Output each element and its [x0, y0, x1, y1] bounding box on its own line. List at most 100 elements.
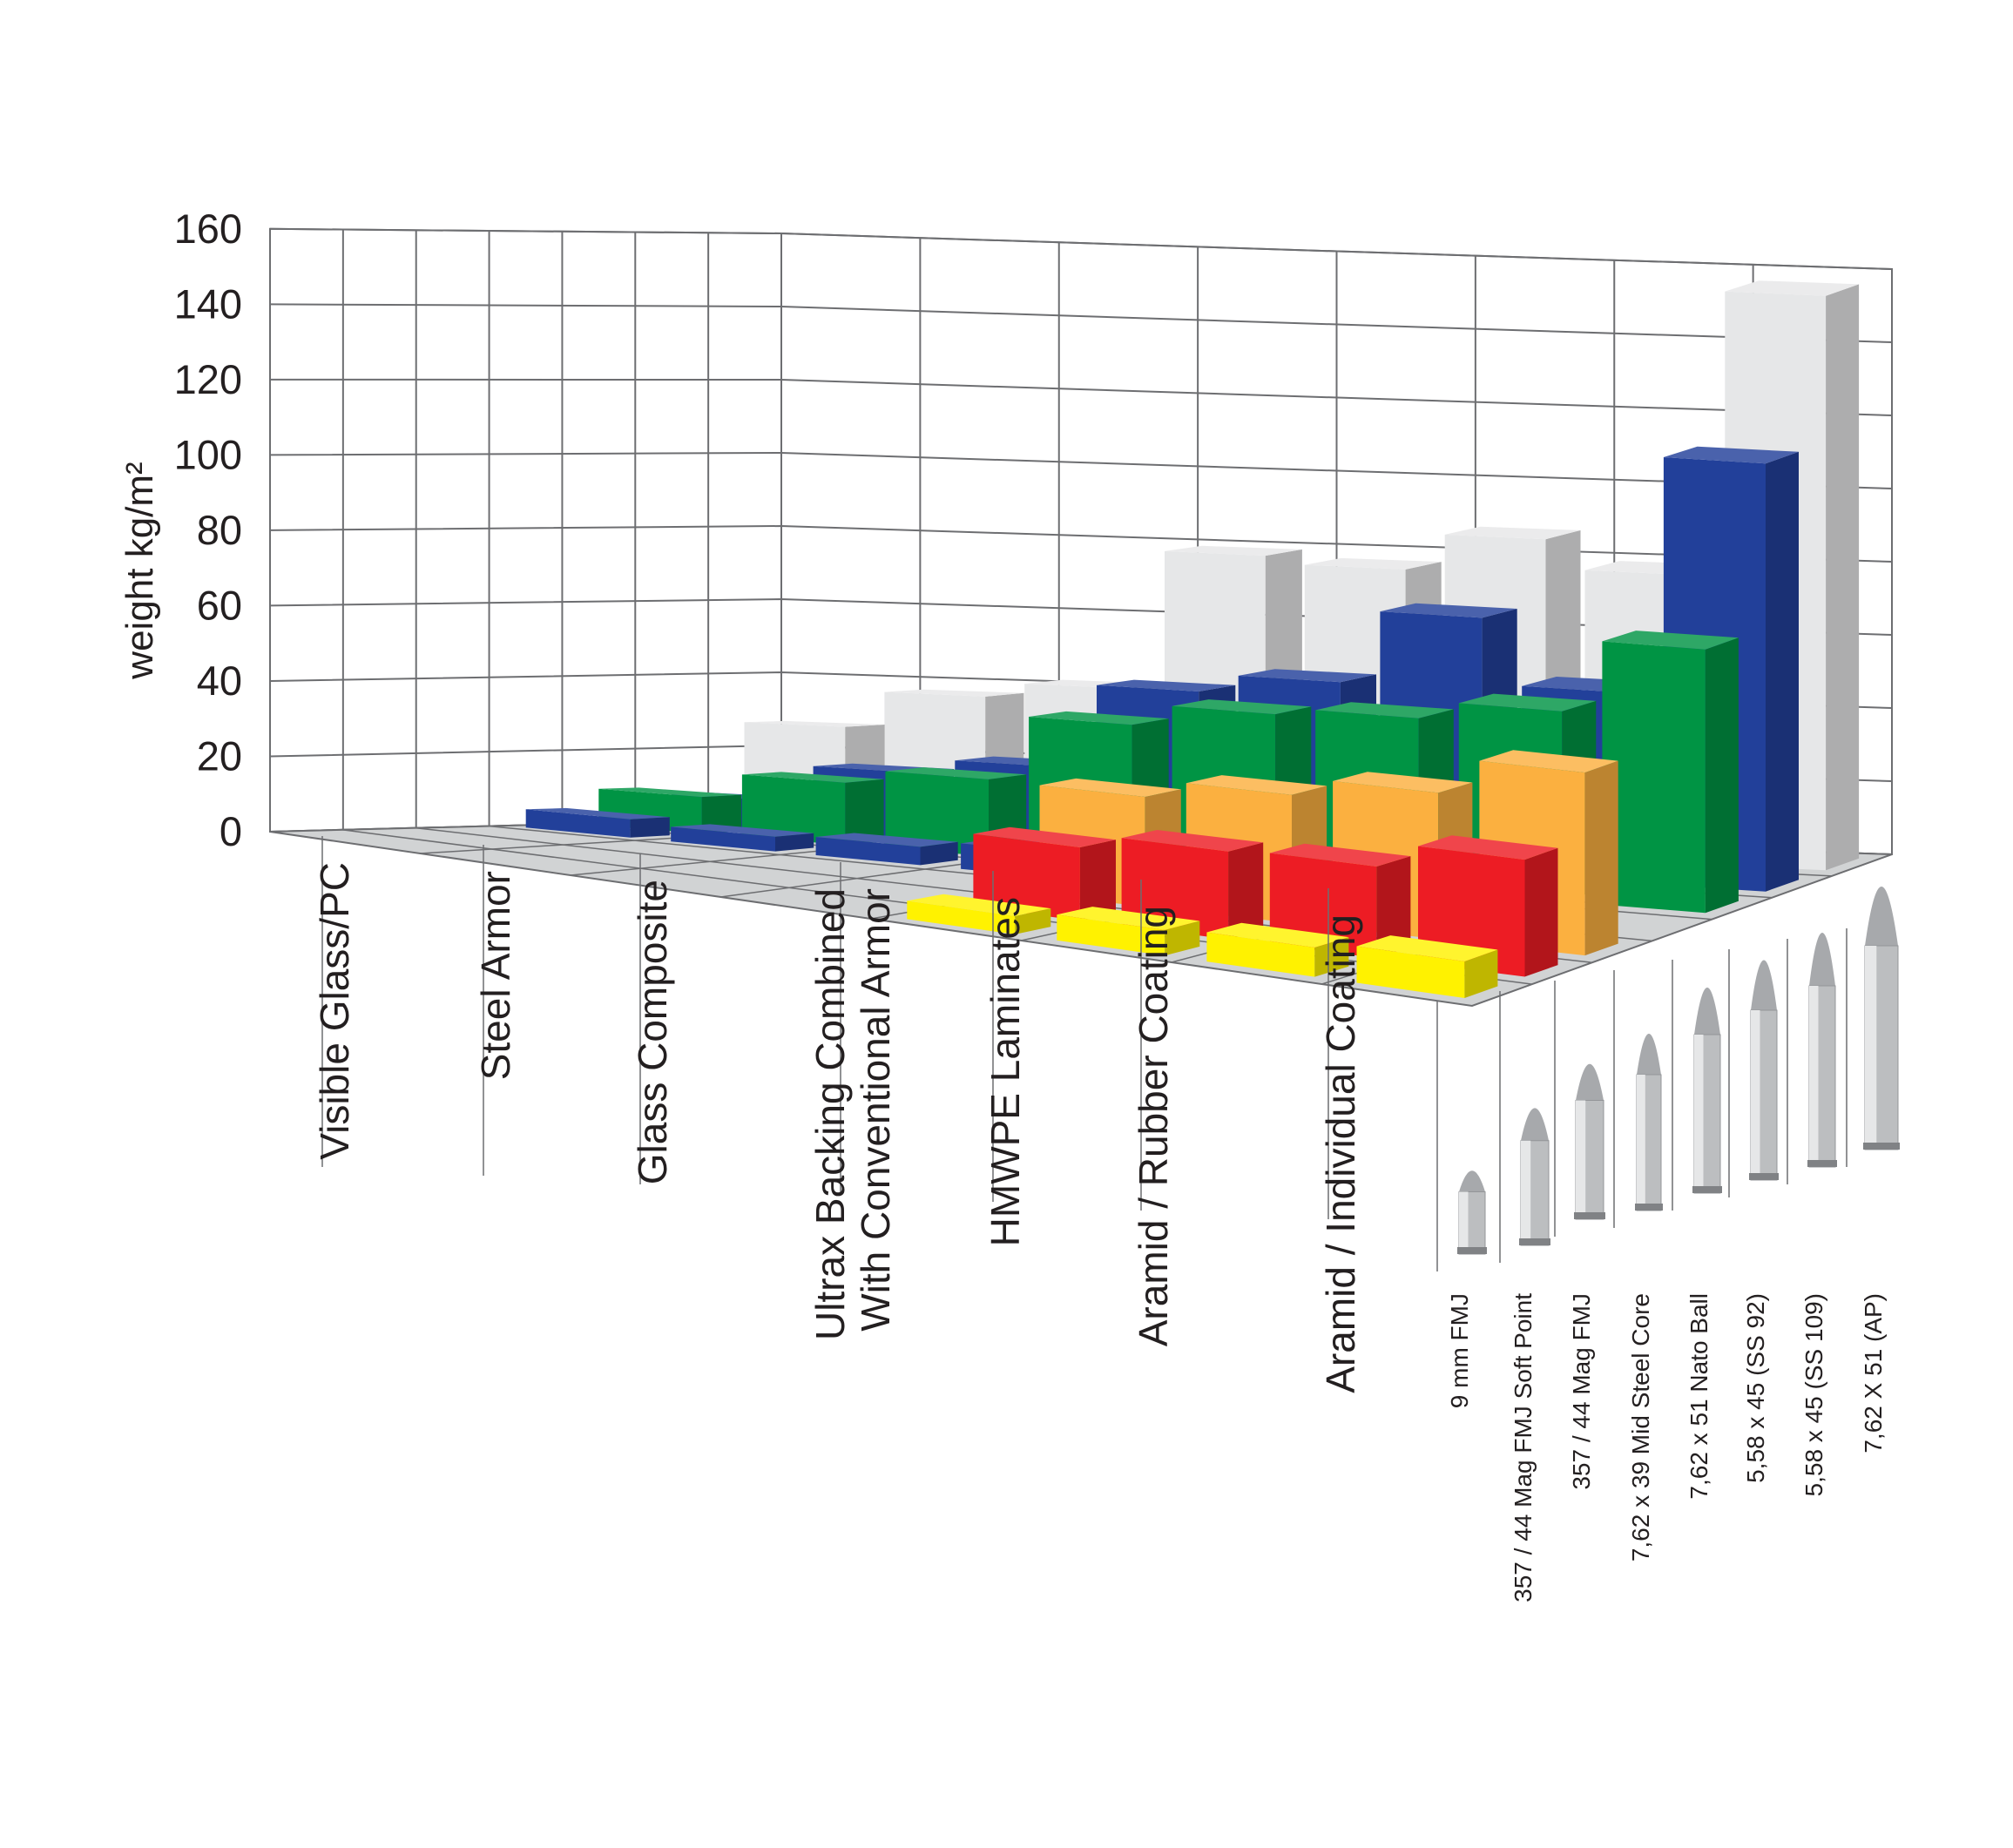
- bullet-tip: [1521, 1108, 1549, 1141]
- bullet-rim: [1457, 1247, 1487, 1254]
- material-label: Glass Composite: [630, 880, 675, 1184]
- bar-front-face: [1602, 641, 1706, 914]
- bar-side-face: [1524, 847, 1558, 977]
- bar-side-face: [1705, 637, 1739, 914]
- y-tick-label: 160: [174, 206, 242, 252]
- bullet-rim: [1635, 1204, 1663, 1211]
- bar: [741, 772, 884, 846]
- bar-side-face: [1228, 842, 1264, 940]
- bar-top-face: [1602, 631, 1739, 650]
- y-tick-label: 80: [197, 507, 242, 553]
- bar-top-face: [1663, 446, 1799, 464]
- bar-front-face: [1356, 946, 1465, 998]
- bar-front-face: [671, 826, 775, 852]
- bar-front-face: [741, 774, 846, 846]
- bullet-icon: [1635, 1034, 1663, 1211]
- bar-top-face: [1097, 679, 1236, 691]
- bullet-icon: [1807, 933, 1837, 1168]
- bar: [815, 833, 958, 866]
- bullet-tip: [1751, 960, 1777, 1010]
- bullet-highlight: [1576, 1100, 1586, 1219]
- bar-front-face: [885, 771, 989, 857]
- bar: [1057, 907, 1200, 956]
- bullet-rim: [1574, 1212, 1605, 1219]
- bar-top-face: [671, 824, 814, 837]
- material-label: Visible Glass/PC: [312, 862, 357, 1160]
- bar-top-face: [1418, 835, 1558, 860]
- bar-top-face: [1269, 843, 1411, 867]
- bar-side-face: [701, 794, 742, 834]
- y-tick-label: 60: [197, 582, 242, 628]
- y-tick-label: 40: [197, 658, 242, 704]
- bar-top-face: [1238, 669, 1376, 683]
- bar-top-face: [1121, 830, 1264, 852]
- bar-top-face: [885, 767, 1027, 779]
- y-tick-label: 20: [197, 732, 242, 779]
- threat-labels: 9 mm FMJ 357 / 44 Mag FMJ Soft Point 357 /…: [1446, 1293, 1887, 1602]
- bullet-tip: [1459, 1170, 1485, 1192]
- material-label: Aramid / Rubber Coating: [1131, 906, 1176, 1346]
- bar-front-face: [1057, 914, 1165, 956]
- material-labels: Visible Glass/PC Steel Armor Glass Composi…: [312, 836, 1363, 1393]
- threat-label: 7,62 x 39 Mid Steel Core: [1627, 1293, 1654, 1561]
- bar-top-face: [1315, 702, 1454, 718]
- bar-side-face: [1079, 840, 1116, 921]
- bar-top-face: [1029, 711, 1169, 725]
- bar: [1356, 935, 1498, 998]
- bar-side-face: [845, 779, 884, 846]
- bar: [1602, 631, 1739, 914]
- bar: [671, 824, 814, 852]
- bar-side-face: [1376, 856, 1411, 958]
- bullet-rim: [1519, 1238, 1550, 1245]
- bar-top-face: [884, 689, 1024, 697]
- bar: [1206, 922, 1349, 977]
- material-label: Steel Armor: [473, 871, 518, 1080]
- bar-top-face: [1380, 603, 1517, 618]
- y-tick-label: 0: [220, 808, 242, 854]
- y-tick-label: 100: [174, 431, 242, 477]
- y-axis-ticks: 0 20 40 60 80 100 120 140 160: [174, 206, 242, 854]
- y-tick-label: 140: [174, 280, 242, 327]
- bar-top-face: [1039, 778, 1181, 797]
- bar-side-face: [1826, 284, 1860, 871]
- chart-bars: [525, 280, 1860, 998]
- bar-top-face: [907, 894, 1051, 916]
- bullet-icon: [1574, 1063, 1605, 1220]
- bullet-rim: [1749, 1173, 1779, 1180]
- bar-side-face: [1314, 937, 1349, 977]
- y-axis-label: weight kg/m²: [118, 462, 161, 679]
- bar-top-face: [1444, 526, 1581, 540]
- bullet-icon: [1519, 1108, 1550, 1246]
- material-label: HMWPE Laminates: [983, 897, 1028, 1246]
- bar-front-face: [815, 837, 921, 866]
- bullet-highlight: [1751, 1010, 1760, 1180]
- bar-side-face: [1766, 451, 1799, 892]
- bullet-highlight: [1694, 1035, 1704, 1193]
- bar-side-face: [775, 833, 814, 852]
- bar-top-face: [1206, 922, 1349, 948]
- bullet-icons: [1436, 887, 1900, 1271]
- bar: [1121, 830, 1264, 940]
- material-label: Aramid / Individual Coating: [1318, 914, 1363, 1393]
- bullet-icon: [1457, 1170, 1487, 1255]
- bullet-tip: [1809, 933, 1835, 986]
- bullet-highlight: [1809, 986, 1819, 1167]
- bar-top-face: [1333, 772, 1473, 793]
- y-tick-label: 120: [174, 356, 242, 402]
- bar-front-face: [973, 833, 1080, 921]
- threat-label: 5,58 x 45 (SS 92): [1742, 1293, 1769, 1483]
- bar-top-face: [815, 833, 958, 847]
- bar-side-face: [1584, 760, 1618, 956]
- bullet-highlight: [1521, 1140, 1531, 1245]
- threat-label: 7,62 X 51 (AP): [1860, 1293, 1887, 1453]
- bullet-highlight: [1865, 946, 1877, 1150]
- bar-top-face: [1186, 775, 1327, 795]
- bar-top-face: [1458, 693, 1597, 712]
- bar-top-face: [1304, 557, 1442, 570]
- bar-top-face: [1356, 935, 1498, 961]
- bar: [525, 807, 670, 838]
- bar-top-face: [1172, 699, 1312, 715]
- bullet-icon: [1863, 887, 1900, 1150]
- material-label: With Conventional Armor: [853, 888, 898, 1332]
- bullet-highlight: [1637, 1075, 1645, 1211]
